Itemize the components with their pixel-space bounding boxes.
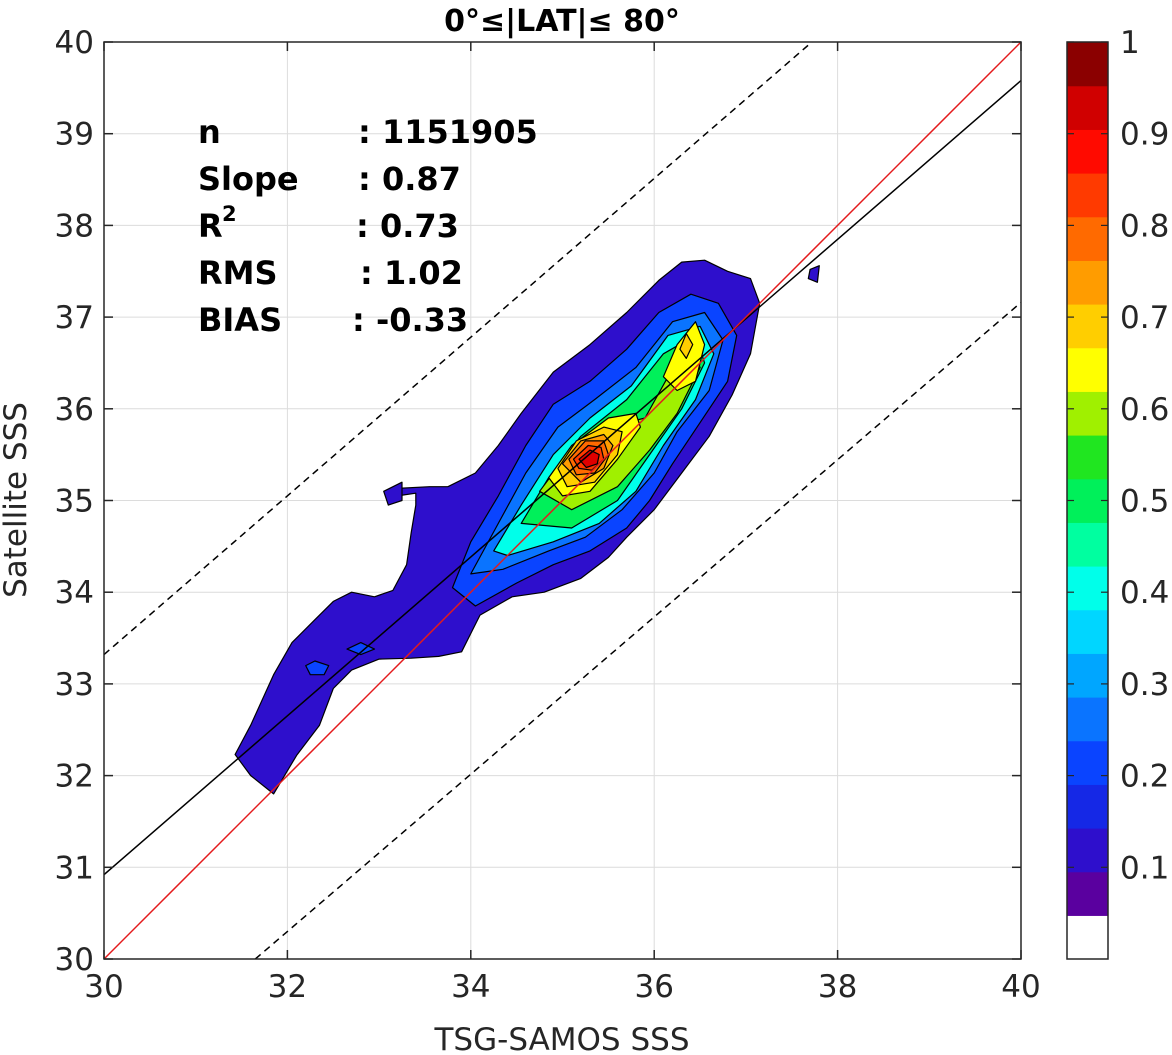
colorbar-segment (1067, 915, 1108, 960)
contour-level-0_05 (383, 481, 403, 506)
stat-label: R (198, 207, 223, 245)
contour-level-0_9 (578, 449, 600, 469)
identity-line (104, 42, 1021, 959)
y-tick-label: 38 (55, 208, 94, 244)
colorbar-segment (1067, 740, 1108, 785)
fit-line (104, 79, 1021, 876)
stat-value: : 1.02 (360, 254, 463, 292)
stats-annotation: n : 1151905 Slope : 0.87 R 2 : 0.73 RMS : 1.02 BI… (198, 113, 538, 339)
colorbar-segment (1067, 697, 1108, 742)
y-tick-label: 37 (55, 300, 94, 336)
colorbar-segment (1067, 828, 1108, 873)
colorbar-tick-label: 0.3 (1120, 667, 1169, 703)
chart-title: 0°≤|LAT|≤ 80° (444, 4, 680, 39)
axis-ticks: 30 32 34 36 38 40 30 31 32 33 34 35 36 37 38 39 40 (55, 25, 1041, 1005)
x-tick-label: 36 (634, 969, 673, 1005)
colorbar-segment (1067, 304, 1108, 349)
colorbar-segment (1067, 85, 1108, 130)
stat-label: Slope (198, 160, 299, 198)
colorbar-segment (1067, 42, 1108, 87)
colorbar-segment (1067, 871, 1108, 916)
stat-label: RMS (198, 254, 278, 292)
colorbar-segment (1067, 216, 1108, 261)
colorbar-segment (1067, 129, 1108, 174)
upper-bound-line (104, 42, 813, 656)
y-tick-label: 30 (55, 942, 94, 978)
contour-level-0_15 (305, 660, 330, 676)
colorbar-segment (1067, 391, 1108, 436)
y-tick-label: 33 (55, 667, 94, 703)
colorbar-tick-label: 0.9 (1120, 117, 1169, 153)
y-tick-label: 34 (55, 575, 94, 611)
colorbar-tick-label: 1 (1120, 25, 1140, 61)
x-tick-label: 34 (451, 969, 490, 1005)
stat-value: : 0.73 (356, 207, 459, 245)
colorbar-segment (1067, 784, 1108, 829)
colorbar-segment (1067, 173, 1108, 218)
stat-label: BIAS (198, 301, 282, 339)
x-tick-label: 40 (1001, 969, 1040, 1005)
colorbar-tick-label: 0.8 (1120, 208, 1169, 244)
stat-value: : -0.33 (352, 301, 468, 339)
colorbar-segment (1067, 347, 1108, 392)
colorbar-tick-label: 0.1 (1120, 850, 1169, 886)
y-tick-label: 31 (55, 850, 94, 886)
lower-bound-line (254, 301, 1021, 959)
stat-label-superscript: 2 (222, 202, 237, 226)
colorbar-tick-label: 0.2 (1120, 759, 1169, 795)
reference-lines (104, 42, 1021, 959)
x-tick-label: 30 (84, 969, 123, 1005)
colorbar-segment (1067, 566, 1108, 611)
contour-level-0_15 (346, 641, 376, 656)
x-axis-label: TSG-SAMOS SSS (434, 1022, 690, 1055)
x-tick-label: 38 (818, 969, 857, 1005)
colorbar: 1 0.9 0.8 0.7 0.6 0.5 0.4 0.3 0.2 0.1 (1066, 25, 1169, 960)
colorbar-segment (1067, 435, 1108, 480)
colorbar-segment (1067, 522, 1108, 567)
contour-level-0_68 (679, 333, 694, 359)
contour-level-0_05 (807, 265, 820, 283)
colorbar-segment (1067, 260, 1108, 305)
y-tick-label: 40 (55, 25, 94, 61)
colorbar-tick-label: 0.4 (1120, 575, 1169, 611)
stat-value: : 0.87 (358, 160, 461, 198)
stat-value: : 1151905 (358, 113, 538, 151)
colorbar-segment (1067, 653, 1108, 698)
colorbar-segment (1067, 609, 1108, 654)
y-tick-label: 35 (55, 484, 94, 520)
colorbar-tick-label: 0.6 (1120, 392, 1169, 428)
colorbar-tick-label: 0.7 (1120, 300, 1169, 336)
x-tick-label: 32 (268, 969, 307, 1005)
y-tick-label: 36 (55, 392, 94, 428)
y-tick-label: 32 (55, 759, 94, 795)
y-axis-label: Satellite SSS (0, 402, 34, 598)
y-tick-label: 39 (55, 117, 94, 153)
colorbar-tick-label: 0.5 (1120, 484, 1169, 520)
stat-label: n (198, 113, 221, 151)
